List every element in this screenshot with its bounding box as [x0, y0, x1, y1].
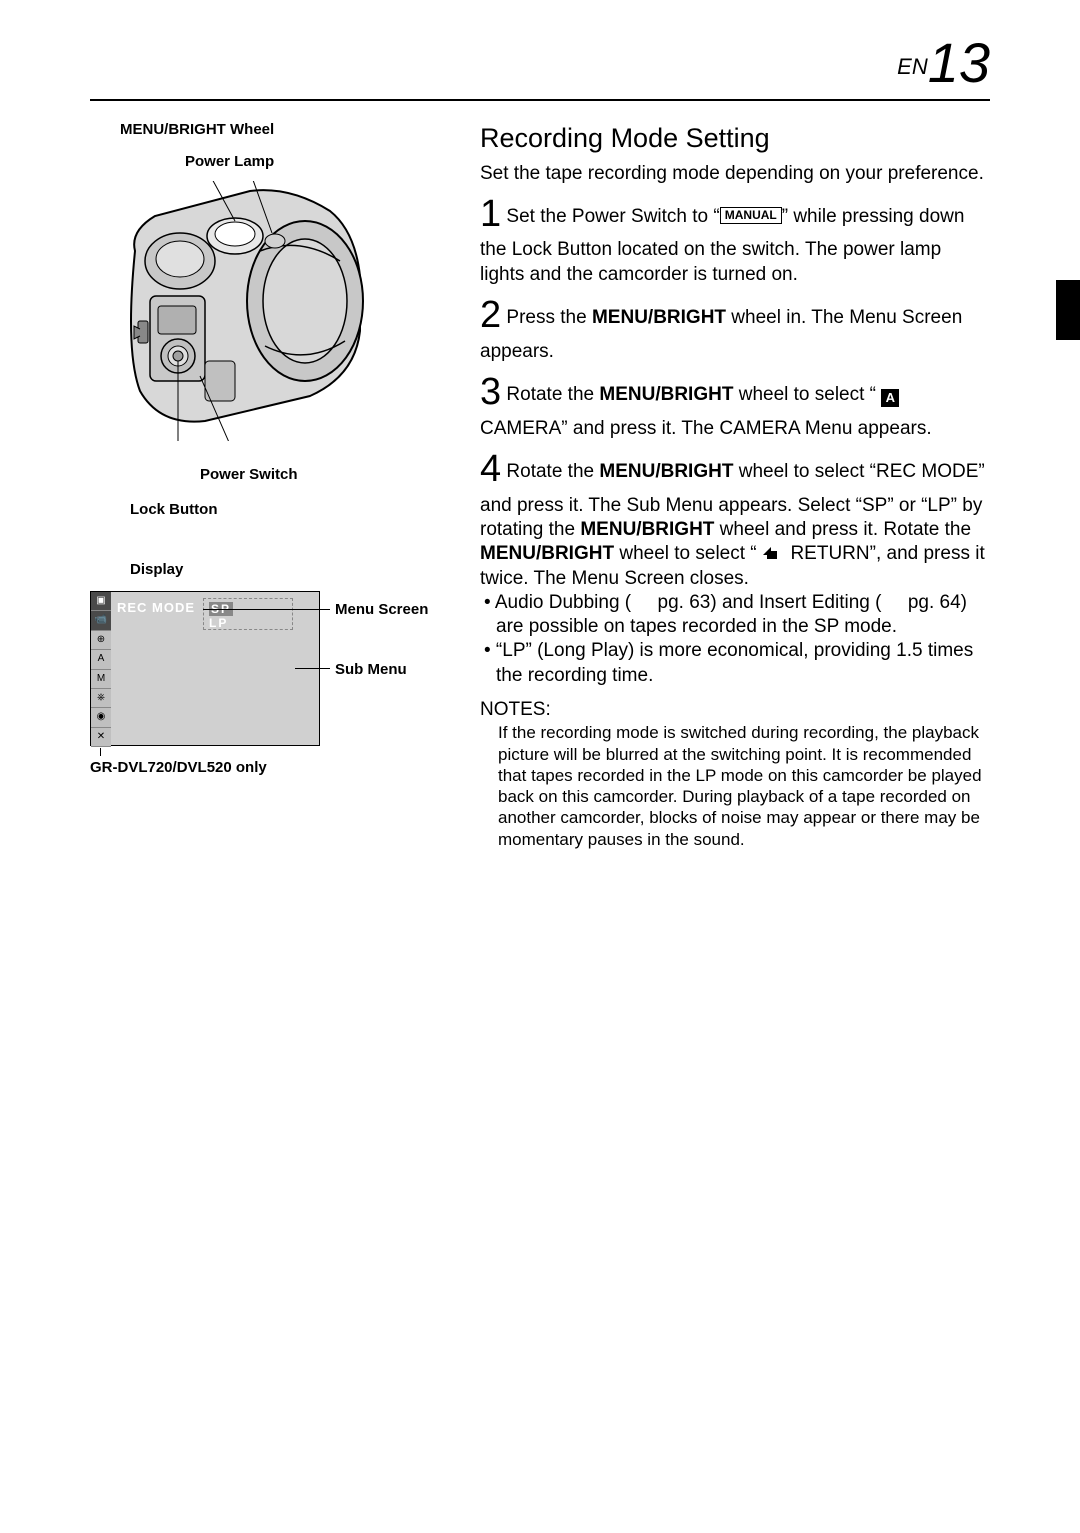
section-title: Recording Mode Setting [480, 121, 990, 156]
step-text: wheel to select “ [614, 543, 762, 564]
step-text: Rotate the [501, 384, 599, 405]
step-text: Set the Power Switch to “ [501, 206, 720, 227]
page-number: 13 [928, 31, 990, 94]
step-text-bold: MENU/BRIGHT [480, 543, 614, 564]
step-3: 3 Rotate the MENU/BRIGHT wheel to select… [480, 368, 990, 441]
step-number: 2 [480, 294, 501, 336]
step-number: 3 [480, 371, 501, 413]
step-text-bold: MENU/BRIGHT [580, 519, 714, 540]
bullet-item: • Audio Dubbing ( pg. 63) and Insert Edi… [496, 591, 990, 640]
step-text: wheel to select “ [733, 384, 881, 405]
label-power-lamp: Power Lamp [185, 153, 274, 170]
manual-badge: MANUAL [720, 207, 782, 224]
camcorder-diagram: MENU/BRIGHT Wheel Power Lamp [90, 121, 450, 551]
step-text-bold: MENU/BRIGHT [599, 384, 733, 405]
leader-line [295, 668, 330, 669]
label-sub-menu: Sub Menu [335, 661, 407, 678]
step-number: 1 [480, 193, 501, 235]
step-text-bold: MENU/BRIGHT [599, 461, 733, 482]
display-icon: M [91, 670, 111, 689]
display-icon-column: ▣ 📹 ⊕ A M ⎈ ◉ ✕ [91, 592, 111, 747]
label-lock-button: Lock Button [130, 501, 218, 518]
leader-line [203, 609, 330, 610]
label-display: Display [130, 561, 183, 578]
display-icon: 📹 [91, 611, 111, 630]
display-icon: ⎈ [91, 689, 111, 708]
step-1: 1 Set the Power Switch to “MANUAL” while… [480, 190, 990, 287]
step-number: 4 [480, 448, 501, 490]
step-text: Press the [501, 307, 592, 328]
intro-text: Set the tape recording mode depending on… [480, 162, 990, 186]
step-text: Rotate the [501, 461, 599, 482]
model-note: GR-DVL720/DVL520 only [90, 759, 267, 776]
step-text: wheel and press it. Rotate the [714, 519, 971, 540]
label-menu-screen: Menu Screen [335, 601, 428, 618]
page-header: EN13 [90, 30, 990, 101]
bullet-item: • “LP” (Long Play) is more economical, p… [496, 639, 990, 688]
rec-mode-label: REC MODE [117, 600, 195, 615]
label-power-switch: Power Switch [200, 466, 298, 483]
display-box: ▣ 📹 ⊕ A M ⎈ ◉ ✕ REC MODE SP LP [90, 591, 320, 746]
leader-line [100, 748, 101, 756]
lp-option: LP [209, 616, 228, 630]
camcorder-svg [110, 181, 390, 441]
label-menu-wheel: MENU/BRIGHT Wheel [120, 121, 274, 138]
display-icon: ▣ [91, 592, 111, 611]
display-icon: A [91, 650, 111, 669]
display-icon: ⊕ [91, 631, 111, 650]
lang-label: EN [897, 54, 928, 79]
step-2: 2 Press the MENU/BRIGHT wheel in. The Me… [480, 291, 990, 364]
a-icon: A [881, 389, 899, 407]
step-4: 4 Rotate the MENU/BRIGHT wheel to select… [480, 445, 990, 591]
notes-heading: NOTES: [480, 698, 990, 722]
edge-tab [1056, 280, 1080, 340]
display-icon: ✕ [91, 728, 111, 747]
display-icon: ◉ [91, 708, 111, 727]
return-icon [762, 544, 780, 560]
step-text-bold: MENU/BRIGHT [592, 307, 726, 328]
notes-body: If the recording mode is switched during… [498, 722, 990, 850]
bullet-list: • Audio Dubbing ( pg. 63) and Insert Edi… [484, 591, 990, 688]
